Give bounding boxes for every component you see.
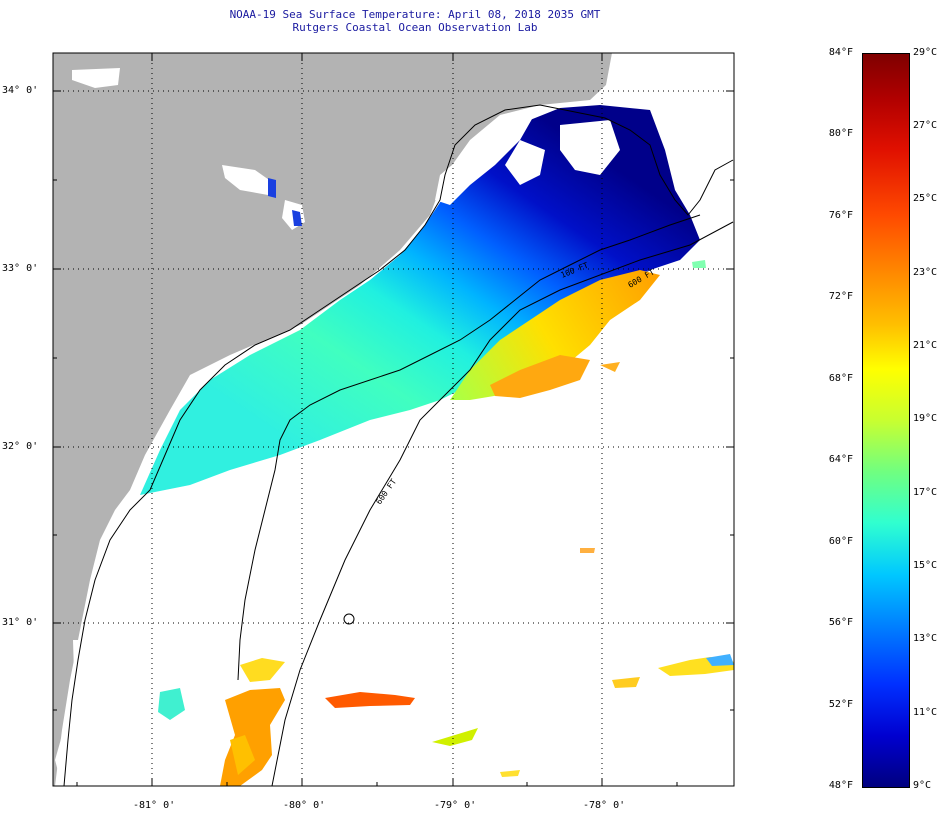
map-title: NOAA-19 Sea Surface Temperature: April 0… xyxy=(229,8,601,21)
graticule xyxy=(53,53,734,786)
colorbar-c-19: 19°C xyxy=(913,413,938,424)
lat-label-33: 33° 0' xyxy=(2,263,39,274)
gulf-stream-warm xyxy=(450,270,660,400)
sst-swath xyxy=(140,105,700,495)
colorbar-c-21: 21°C xyxy=(913,340,938,351)
colorbar-c-13: 13°C xyxy=(913,633,938,644)
lon-label-78: -78° 0' xyxy=(583,800,626,811)
lon-label-79: -79° 0' xyxy=(434,800,477,811)
colorbar-f-76: 76°F xyxy=(828,210,853,221)
map-subtitle: Rutgers Coastal Ocean Observation Lab xyxy=(292,21,538,34)
lat-label-34: 34° 0' xyxy=(2,85,39,96)
lon-label-80: -80° 0' xyxy=(283,800,326,811)
temperature-colorbar xyxy=(862,53,910,788)
colorbar-f-60: 60°F xyxy=(828,536,853,547)
colorbar-f-80: 80°F xyxy=(828,128,853,139)
colorbar-c-27: 27°C xyxy=(913,120,938,131)
lat-label-32: 32° 0' xyxy=(2,441,39,452)
colorbar-f-84: 84°F xyxy=(828,47,853,58)
lon-label-81: -81° 0' xyxy=(133,800,176,811)
colorbar-f-68: 68°F xyxy=(828,373,853,384)
colorbar-c-25: 25°C xyxy=(913,193,938,204)
colorbar-c-9: 9°C xyxy=(913,780,932,791)
map-frame xyxy=(52,52,735,787)
colorbar-f-48: 48°F xyxy=(828,780,853,791)
colorbar-c-29: 29°C xyxy=(913,47,938,58)
colorbar-f-56: 56°F xyxy=(828,617,853,628)
colorbar-c-17: 17°C xyxy=(913,487,938,498)
colorbar-c-11: 11°C xyxy=(913,707,938,718)
colorbar-c-23: 23°C xyxy=(913,267,938,278)
colorbar-f-72: 72°F xyxy=(828,291,853,302)
lat-label-31: 31° 0' xyxy=(2,617,39,628)
colorbar-f-52: 52°F xyxy=(828,699,853,710)
colorbar-c-15: 15°C xyxy=(913,560,938,571)
isobath-label-600-b: 600 FT xyxy=(374,477,398,506)
land-mass xyxy=(53,53,612,786)
colorbar-f-64: 64°F xyxy=(828,454,853,465)
